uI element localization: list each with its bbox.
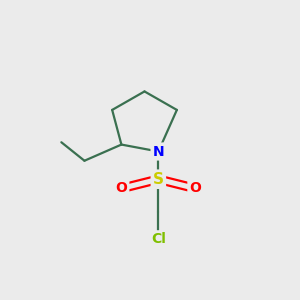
Text: Cl: Cl [151, 232, 166, 246]
Text: N: N [153, 145, 164, 158]
Text: O: O [189, 182, 201, 196]
Text: O: O [116, 182, 127, 196]
Text: S: S [153, 172, 164, 187]
